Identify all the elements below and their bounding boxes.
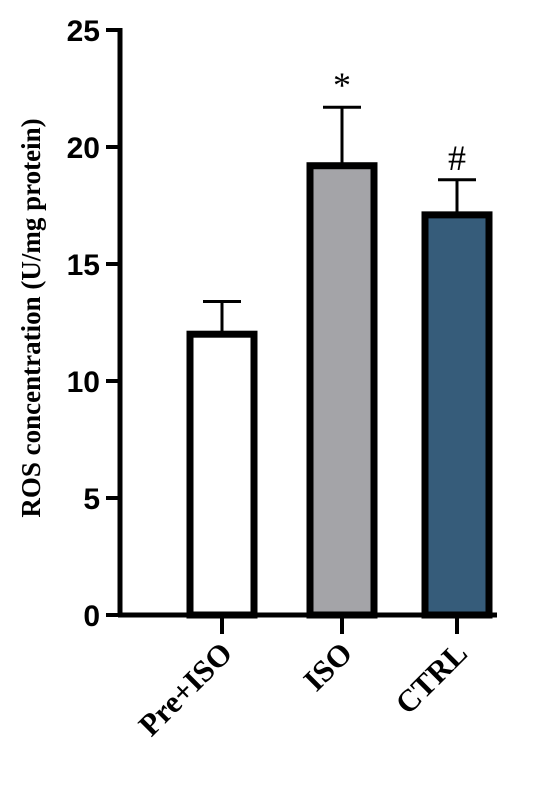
x-tick-label: ISO: [296, 635, 359, 698]
significance-marker: #: [448, 138, 466, 178]
bar-iso: [306, 162, 378, 619]
error-bars: [203, 105, 476, 335]
y-tick-label: 0: [83, 600, 100, 633]
significance-markers: *#: [333, 65, 466, 178]
y-axis-title: ROS concentration (U/mg protein): [16, 118, 46, 517]
y-tick-label: 10: [67, 366, 100, 399]
bars: [186, 162, 493, 619]
y-tick-label: 25: [67, 15, 100, 48]
x-tick-label: Pre+ISO: [131, 635, 238, 742]
x-tick-label: CTRL: [388, 635, 474, 721]
y-tick-label: 5: [83, 483, 100, 516]
y-tick-label: 20: [67, 132, 100, 165]
x-axis: Pre+ISO ISO CTRL: [118, 612, 497, 743]
bar-ctrl: [421, 211, 493, 619]
y-tick-label: 15: [67, 249, 100, 282]
bar-pre-iso: [186, 330, 258, 619]
y-axis: 0 5 10 15 20 25: [67, 15, 123, 633]
significance-marker: *: [333, 65, 351, 105]
